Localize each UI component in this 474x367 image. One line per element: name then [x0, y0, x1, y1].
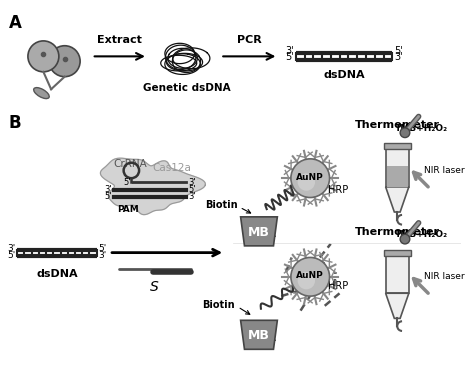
Text: SA: SA [264, 229, 277, 239]
Text: 5': 5' [394, 46, 403, 55]
Text: B: B [9, 115, 21, 132]
Text: MB: MB [248, 329, 270, 342]
Text: S: S [150, 280, 159, 294]
Text: Genetic dsDNA: Genetic dsDNA [143, 83, 230, 94]
Text: 3': 3' [104, 185, 112, 194]
Circle shape [298, 173, 315, 191]
Text: 5': 5' [188, 185, 196, 194]
Text: PAM: PAM [118, 205, 139, 214]
Text: 3': 3' [394, 52, 403, 62]
Circle shape [291, 258, 329, 296]
Polygon shape [386, 293, 409, 318]
Circle shape [400, 128, 410, 138]
Text: 3': 3' [188, 178, 196, 186]
Polygon shape [386, 187, 409, 212]
Text: 5': 5' [124, 178, 131, 186]
Bar [383, 250, 411, 255]
Circle shape [291, 159, 329, 197]
Text: TMB+H₂O₂: TMB+H₂O₂ [395, 124, 448, 133]
Text: 5': 5' [99, 244, 107, 253]
Text: Biotin: Biotin [205, 200, 237, 210]
Text: Cas12a: Cas12a [153, 163, 191, 172]
Text: PCR: PCR [237, 35, 262, 45]
Bar [386, 255, 409, 293]
Text: Thermometer: Thermometer [355, 226, 440, 236]
Text: HRP: HRP [328, 185, 348, 195]
Bar [383, 143, 411, 149]
Circle shape [298, 272, 315, 289]
Text: HRP: HRP [328, 281, 348, 291]
Circle shape [49, 46, 80, 77]
Text: TMB+H₂O₂: TMB+H₂O₂ [395, 230, 448, 239]
Bar [386, 149, 409, 187]
Circle shape [28, 41, 59, 72]
Text: NIR laser: NIR laser [424, 166, 465, 175]
Text: dsDNA: dsDNA [36, 269, 78, 279]
Bar [387, 166, 408, 187]
Text: 3': 3' [99, 251, 107, 260]
Text: NIR laser: NIR laser [424, 272, 465, 281]
Polygon shape [241, 217, 277, 246]
Text: 3': 3' [285, 46, 294, 55]
Text: 5': 5' [7, 251, 15, 260]
Text: AuNP: AuNP [296, 271, 324, 280]
Text: MB: MB [248, 226, 270, 239]
Text: Thermometer: Thermometer [355, 120, 440, 130]
Circle shape [400, 234, 410, 244]
Polygon shape [100, 158, 205, 215]
Text: Biotin: Biotin [202, 300, 235, 310]
Text: A: A [9, 14, 21, 32]
Text: 5': 5' [285, 52, 294, 62]
Text: 3': 3' [188, 192, 196, 201]
Text: 3': 3' [7, 244, 15, 253]
Text: 5': 5' [105, 192, 112, 201]
Text: CrRNA: CrRNA [113, 159, 147, 169]
Text: Extract: Extract [97, 35, 142, 45]
Ellipse shape [34, 88, 49, 99]
Text: dsDNA: dsDNA [323, 70, 365, 80]
Polygon shape [241, 320, 277, 349]
Text: AuNP: AuNP [296, 173, 324, 182]
Text: SA: SA [264, 333, 277, 343]
